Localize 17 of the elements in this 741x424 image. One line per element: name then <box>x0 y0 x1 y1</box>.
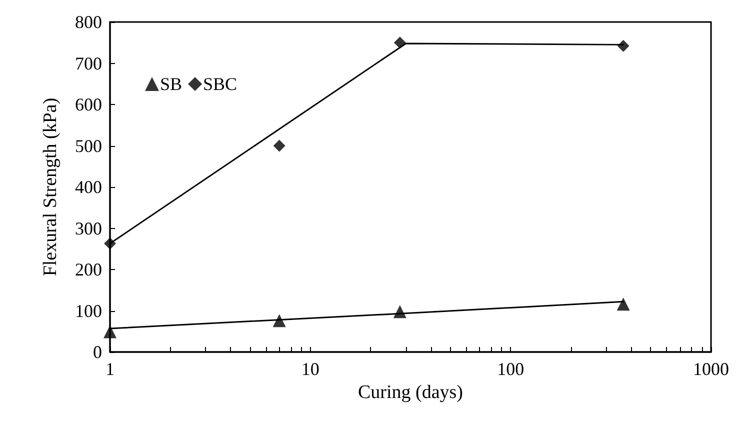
x-tick-label: 1 <box>106 359 114 379</box>
y-tick-label: 800 <box>75 12 102 32</box>
x-tick-label: 10 <box>301 359 320 379</box>
legend-label: SBC <box>203 74 238 94</box>
y-axis-title: Flexural Strength (kPa) <box>40 98 61 276</box>
y-tick-label: 400 <box>75 177 102 197</box>
y-tick-label: 0 <box>93 342 102 362</box>
y-tick-label: 300 <box>75 218 102 238</box>
y-tick-label: 700 <box>75 53 102 74</box>
y-tick-label: 100 <box>75 300 102 321</box>
x-axis-title: Curing (days) <box>358 382 464 403</box>
legend-label: SB <box>160 74 182 94</box>
x-tick-label: 100 <box>497 359 524 379</box>
x-tick-label: 1000 <box>693 359 729 379</box>
y-tick-label: 500 <box>75 136 102 156</box>
y-tick-label: 600 <box>75 94 102 114</box>
y-tick-label: 200 <box>75 260 102 280</box>
